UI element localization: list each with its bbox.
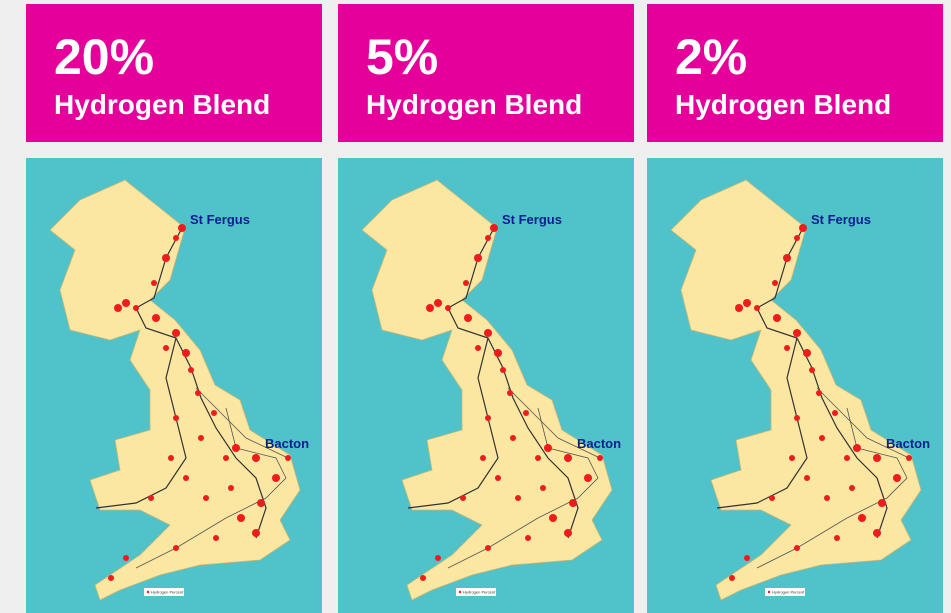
terminal-label: St Fergus: [190, 212, 250, 227]
label: Hydrogen Blend: [366, 89, 582, 120]
percent: 2%: [675, 29, 747, 85]
terminal-label: Bacton: [886, 436, 930, 451]
map: St Fergus Bacton Hydrogen Percent: [670, 179, 930, 601]
header: [26, 4, 322, 142]
percent: 20%: [54, 29, 154, 85]
legend: Hydrogen Percent: [463, 590, 496, 595]
legend: Hydrogen Percent: [772, 590, 805, 595]
terminal-label: Bacton: [265, 436, 309, 451]
panel: 2% Hydrogen Blend St Fergus Bacton Hydrogen …: [647, 4, 943, 613]
terminal-label: St Fergus: [811, 212, 871, 227]
panel: 20% Hydrogen Blend St Fergus Bacton Hydrogen…: [26, 4, 322, 613]
terminal-label: Bacton: [577, 436, 621, 451]
header: [647, 4, 943, 142]
header: [338, 4, 634, 142]
label: Hydrogen Blend: [54, 89, 270, 120]
label: Hydrogen Blend: [675, 89, 891, 120]
map: St Fergus Bacton Hydrogen Percent: [361, 179, 621, 601]
terminal-label: St Fergus: [502, 212, 562, 227]
legend: Hydrogen Percent: [151, 590, 184, 595]
percent: 5%: [366, 29, 438, 85]
panel: 5% Hydrogen Blend St Fergus Bacton Hydrogen …: [338, 4, 634, 613]
map: St Fergus Bacton Hydrogen Percent: [49, 179, 309, 601]
